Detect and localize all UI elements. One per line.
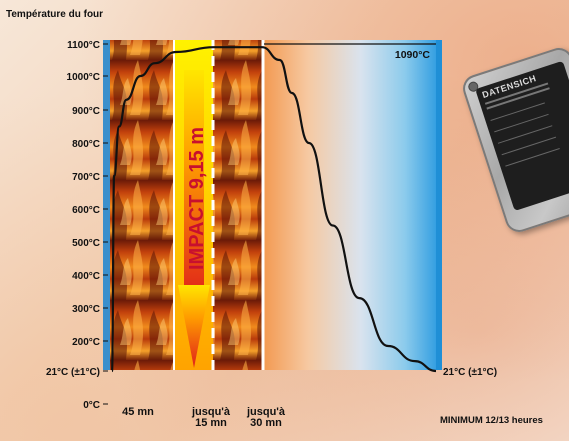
- impact-arrow: [178, 285, 210, 368]
- peak-temperature-label: 1090°C: [395, 49, 431, 61]
- y-tick-label: 600°C: [72, 205, 100, 216]
- y-axis-title: Température du four: [6, 9, 103, 20]
- annotation-layer: 1090°C 21°C (±1°C) IMPACT 9,15 m: [186, 49, 497, 378]
- impact-arrow-shaft: [184, 70, 204, 285]
- temperature-curve: [110, 46, 437, 373]
- x-tick-label-line2: 15 mn: [195, 417, 227, 429]
- end-temperature-label: 21°C (±1°C): [443, 367, 497, 378]
- right-blue-bar: [436, 40, 442, 370]
- y-tick-label: 200°C: [72, 337, 100, 348]
- cooling-zone: [264, 40, 440, 370]
- x-tick-label: jusqu'à: [191, 406, 231, 418]
- y-tick-label: 800°C: [72, 139, 100, 150]
- y-tick-label: 900°C: [72, 106, 100, 117]
- impact-label: IMPACT 9,15 m: [186, 127, 208, 270]
- left-blue-bar: [103, 40, 110, 370]
- y-axis: Température du four 1100°C 1000°C 900°C 800°…: [6, 9, 108, 411]
- y-tick-label: 0°C: [83, 400, 100, 411]
- x-tick-label-line2: 30 mn: [250, 417, 282, 429]
- x-tick-label: jusqu'à: [246, 406, 286, 418]
- y-tick-label: 500°C: [72, 238, 100, 249]
- x-tick-label: 45 mn: [122, 406, 154, 418]
- y-tick-label: 300°C: [72, 304, 100, 315]
- y-tick-label: 1000°C: [67, 72, 100, 83]
- y-tick-label: 1100°C: [67, 40, 100, 51]
- x-tick-label: MINIMUM 12/13 heures: [440, 415, 543, 426]
- y-tick-label: 400°C: [72, 271, 100, 282]
- y-tick-label: 21°C (±1°C): [46, 367, 100, 378]
- y-tick-label: 700°C: [72, 172, 100, 183]
- curve-layer: [110, 46, 437, 373]
- plot-background: [103, 40, 442, 370]
